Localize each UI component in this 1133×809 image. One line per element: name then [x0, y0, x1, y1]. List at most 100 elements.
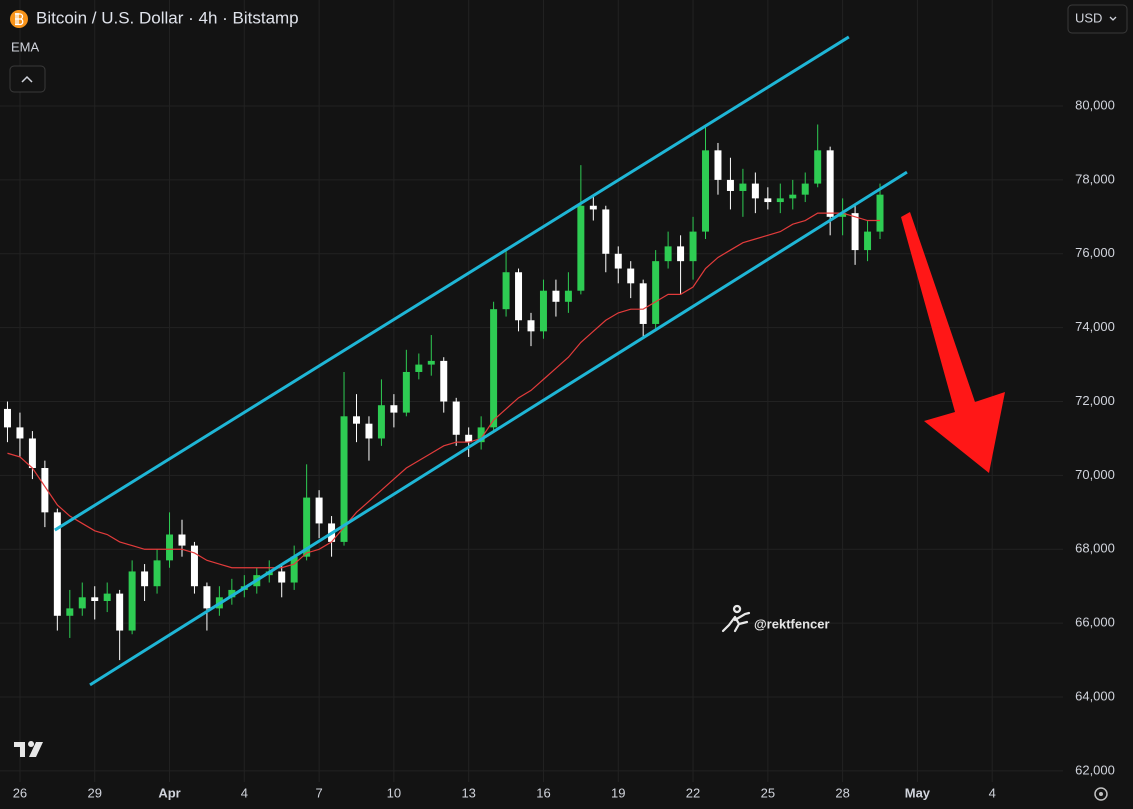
candle-body — [702, 150, 709, 232]
candle-body — [91, 597, 99, 601]
candle-body — [789, 194, 797, 199]
candle-body — [340, 416, 348, 542]
coin-glyph — [15, 13, 24, 26]
candle-body — [78, 597, 86, 609]
collapse-icon — [21, 75, 33, 83]
candle-body — [365, 423, 373, 439]
candle-body — [477, 427, 485, 443]
currency-button[interactable] — [1067, 4, 1128, 34]
candle-body — [290, 556, 298, 583]
candle-body — [739, 183, 747, 191]
candle-body — [627, 268, 635, 284]
x-tick-label: 26 — [13, 785, 27, 800]
candle-body — [589, 205, 597, 210]
x-tick-label: May — [905, 785, 931, 800]
currency-label: USD — [1075, 10, 1102, 25]
candle-body — [228, 589, 236, 598]
collapse-button[interactable] — [9, 65, 46, 93]
x-tick-label: 4 — [241, 785, 248, 800]
candle-body — [726, 179, 734, 191]
y-tick-label: 68,000 — [1075, 541, 1115, 556]
candle-body — [502, 272, 510, 310]
x-tick-label: 22 — [686, 785, 700, 800]
candle-body — [427, 360, 435, 365]
trend-line — [89, 170, 908, 687]
y-tick-label: 78,000 — [1075, 171, 1115, 186]
candle-body — [776, 198, 784, 203]
x-tick-label: Apr — [158, 785, 180, 800]
currency-select[interactable]: USD — [1067, 4, 1128, 34]
candle-body — [465, 434, 473, 443]
watermark: @rektfencer — [721, 604, 830, 633]
candle-body — [614, 253, 622, 269]
candle-body — [664, 246, 672, 262]
candle-body — [377, 405, 385, 439]
plot-area — [3, 35, 908, 687]
candle-body — [564, 290, 572, 302]
candle-body — [639, 283, 647, 324]
candle-body — [116, 593, 124, 631]
candle-body — [652, 261, 660, 324]
x-tick-label: 19 — [611, 785, 625, 800]
candle-body — [515, 272, 523, 321]
candle-body — [689, 231, 697, 262]
down-arrow — [901, 212, 1005, 473]
candle-body — [801, 183, 809, 195]
candle-body — [552, 290, 560, 302]
candle-body — [402, 371, 410, 413]
x-tick-label: 25 — [761, 785, 775, 800]
x-tick-label: 28 — [835, 785, 849, 800]
x-tick-label: 13 — [461, 785, 475, 800]
candle-body — [203, 586, 211, 609]
y-tick-label: 72,000 — [1075, 393, 1115, 408]
candle-body — [166, 534, 174, 561]
settings-button[interactable] — [1094, 787, 1108, 801]
candle-body — [53, 512, 61, 616]
candle-body — [577, 205, 585, 291]
y-tick-label: 74,000 — [1075, 319, 1115, 334]
candle-body — [153, 560, 161, 587]
candle-body — [315, 497, 323, 524]
y-tick-label: 64,000 — [1075, 688, 1115, 703]
candle-body — [190, 545, 198, 587]
settings-icon — [1094, 787, 1108, 801]
tv-logo-mark — [14, 741, 43, 757]
candle-body — [141, 571, 149, 587]
candle-body — [876, 194, 884, 232]
indicator-label: EMA — [11, 39, 40, 54]
candle-body — [178, 534, 186, 546]
ema-line — [7, 212, 881, 569]
candle-body — [278, 571, 286, 583]
candle-body — [814, 150, 822, 184]
x-tick-label: 7 — [315, 785, 322, 800]
candle-body — [677, 246, 685, 262]
candle-body — [103, 593, 111, 601]
trend-line — [54, 35, 850, 532]
x-tick-label: 29 — [87, 785, 101, 800]
candle-body — [602, 209, 610, 254]
currency-chevron — [1109, 16, 1117, 21]
candle-body — [440, 360, 448, 402]
candle-body — [415, 364, 423, 372]
candle-body — [66, 608, 74, 616]
y-tick-label: 80,000 — [1075, 97, 1115, 112]
candle-body — [41, 468, 49, 513]
watermark-icon — [721, 604, 751, 633]
candle-body — [714, 150, 722, 180]
x-tick-label: 10 — [387, 785, 401, 800]
tv-logo — [14, 741, 43, 757]
candle-body — [764, 198, 772, 203]
candle-body — [826, 150, 834, 217]
candle-body — [490, 309, 498, 428]
watermark-text: @rektfencer — [754, 616, 830, 631]
candle-body — [16, 427, 24, 439]
candle-body — [864, 231, 872, 251]
x-tick-label: 16 — [536, 785, 550, 800]
candle-body — [353, 416, 360, 424]
chart-title: Bitcoin / U.S. Dollar · 4h · Bitstamp — [36, 8, 299, 27]
candle-body — [851, 213, 859, 251]
candle-body — [28, 438, 36, 469]
